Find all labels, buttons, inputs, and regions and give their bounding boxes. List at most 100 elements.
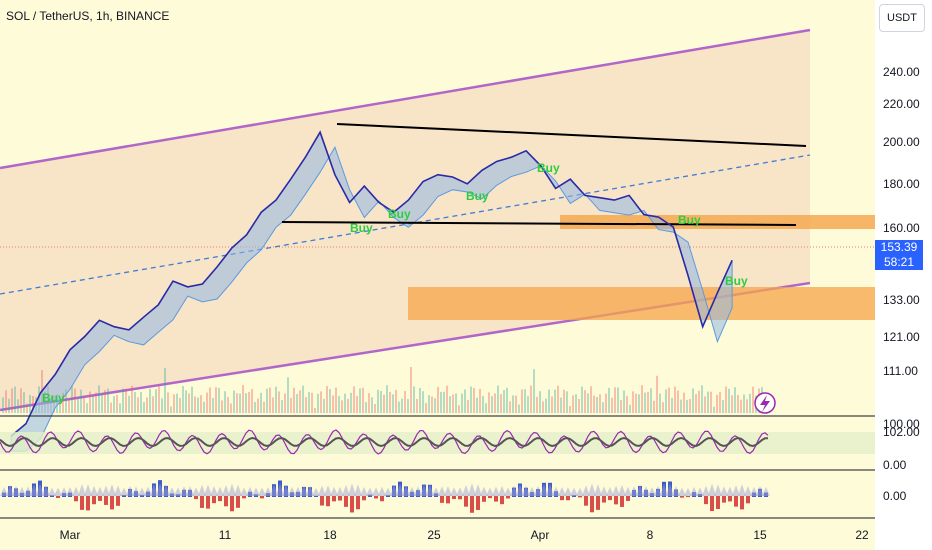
volume-bar <box>620 400 622 413</box>
histogram-marker <box>558 487 566 496</box>
histogram-bar <box>686 496 690 498</box>
histogram-marker <box>528 486 536 496</box>
buy-signal-label: Buy <box>42 391 65 405</box>
price-axis: 240.00 220.00 200.00 180.00 160.00 133.00 121.… <box>875 0 932 550</box>
histogram-marker <box>222 485 230 496</box>
histogram-marker <box>516 484 524 496</box>
histogram-marker <box>660 483 668 496</box>
volume-bar <box>326 386 328 413</box>
volume-bar <box>461 393 463 413</box>
volume-bar <box>152 396 154 413</box>
histogram-bar <box>116 496 120 506</box>
x-tick-label: Apr <box>531 528 550 542</box>
histogram-bar <box>350 496 354 513</box>
volume-bar <box>512 395 514 413</box>
volume-bar <box>659 393 661 413</box>
volume-bar <box>272 397 274 413</box>
histogram-marker <box>414 486 422 496</box>
histogram-marker <box>708 483 716 496</box>
volume-bar <box>443 391 445 413</box>
volume-bar <box>740 399 742 413</box>
lightning-icon[interactable] <box>754 392 776 414</box>
volume-bar <box>347 398 349 413</box>
volume-bar <box>224 391 226 413</box>
volume-bar <box>209 387 211 413</box>
volume-bar <box>191 386 193 413</box>
histogram-bar <box>104 496 108 505</box>
descending-trendline <box>336 123 807 147</box>
histogram-marker <box>282 484 290 496</box>
volume-bar <box>335 387 337 413</box>
histogram-bar <box>320 496 324 506</box>
volume-bar <box>632 391 634 413</box>
volume-bar <box>680 399 682 413</box>
histogram-marker <box>66 486 74 496</box>
volume-bar <box>14 386 16 413</box>
volume-bar <box>647 391 649 413</box>
volume-bar <box>548 389 550 413</box>
histogram-marker <box>666 483 674 496</box>
volume-bar <box>677 390 679 413</box>
volume-bar <box>137 397 139 413</box>
volume-bar <box>11 388 13 413</box>
histogram-bar <box>488 496 492 499</box>
histogram-marker <box>468 483 476 496</box>
volume-bar <box>509 401 511 413</box>
volume-bar <box>578 398 580 413</box>
volume-bar <box>266 388 268 413</box>
histogram-marker <box>306 485 314 496</box>
histogram-marker <box>270 484 278 496</box>
histogram-bar <box>590 496 594 513</box>
x-tick-label: 25 <box>427 528 441 542</box>
volume-bar <box>215 387 217 413</box>
volume-bar <box>455 393 457 413</box>
histogram-marker <box>324 485 332 496</box>
histogram-bar <box>194 496 198 500</box>
volume-bar <box>581 386 583 413</box>
histogram-marker <box>138 487 146 496</box>
histogram-bar <box>746 496 750 504</box>
histogram-marker <box>474 484 482 496</box>
y-tick-label: 133.00 <box>883 293 920 307</box>
volume-bar <box>356 395 358 413</box>
volume-bar <box>257 398 259 413</box>
y-tick-label: 220.00 <box>883 97 920 111</box>
support-zones <box>408 215 875 320</box>
volume-bar <box>5 390 7 413</box>
volume-bar <box>446 385 448 413</box>
volume-bar <box>218 387 220 413</box>
buy-signal-label: Buy <box>466 189 489 203</box>
histogram-marker <box>276 483 284 496</box>
histogram-marker <box>126 485 134 496</box>
currency-button[interactable]: USDT <box>879 4 925 32</box>
histogram-bar <box>344 496 348 507</box>
histogram-bar <box>740 496 744 510</box>
histogram-marker <box>648 487 656 496</box>
trend-lines <box>281 123 807 226</box>
volume-bar <box>365 402 367 413</box>
volume-bar <box>614 387 616 413</box>
volume-bar <box>419 387 421 413</box>
histogram-marker <box>522 485 530 496</box>
channel-midline <box>0 154 811 295</box>
axis-background <box>875 0 932 550</box>
histogram-bar <box>260 496 264 499</box>
volume-bar <box>725 386 727 413</box>
histogram-marker <box>144 486 152 496</box>
histogram-marker <box>348 483 356 496</box>
volume-bar <box>290 397 292 413</box>
volume-bars <box>2 367 769 413</box>
histogram-marker <box>150 484 158 496</box>
volume-bar <box>134 391 136 413</box>
histogram-marker <box>510 485 518 496</box>
volume-bar <box>194 396 196 413</box>
histogram-bar <box>242 496 246 499</box>
volume-bar <box>452 394 454 413</box>
histogram-bar <box>560 496 564 501</box>
histogram-bar <box>602 496 606 503</box>
histogram-bar <box>218 496 222 502</box>
volume-bar <box>314 408 316 413</box>
volume-bar <box>332 395 334 413</box>
volume-bar <box>32 396 34 413</box>
